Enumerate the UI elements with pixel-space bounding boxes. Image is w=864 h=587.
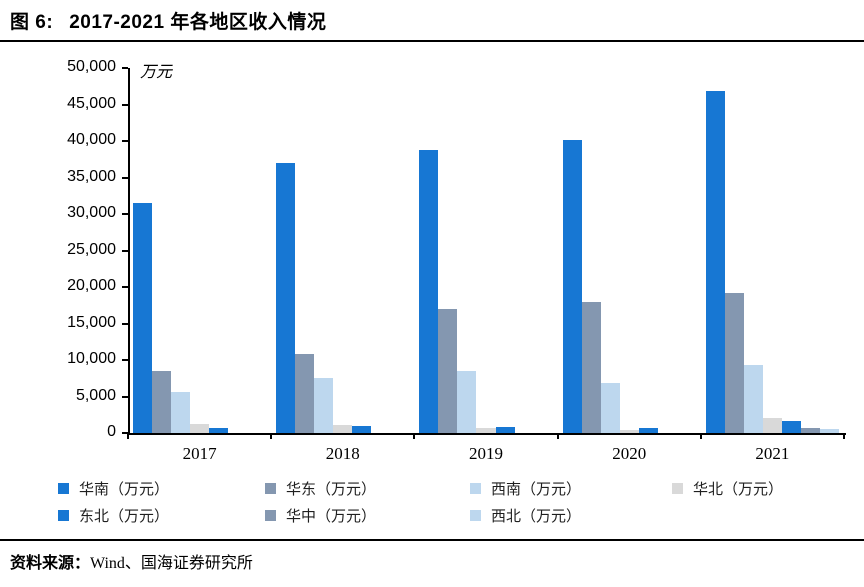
bar	[190, 423, 210, 433]
y-axis-tick-label: 45,000	[67, 94, 116, 112]
legend-item: 华南（万元）	[58, 479, 170, 498]
source-label: 资料来源：	[10, 555, 91, 572]
y-axis-tick-label: 0	[107, 423, 116, 440]
bar	[133, 203, 153, 433]
bar	[276, 162, 296, 433]
legend-swatch-icon	[58, 482, 69, 494]
legend-label: 西南（万元）	[491, 480, 582, 498]
figure-number: 图 6:	[10, 12, 54, 33]
bar	[438, 308, 458, 433]
source-text: Wind、国海证券研究所	[90, 555, 253, 572]
bar	[171, 392, 191, 433]
bar	[781, 420, 801, 433]
legend-swatch-icon	[672, 482, 683, 494]
footer-divider	[0, 539, 864, 541]
y-axis-tick	[122, 322, 128, 325]
y-axis-tick	[122, 395, 128, 398]
legend-item: 华北（万元）	[672, 479, 784, 498]
y-axis-tick-label: 10,000	[67, 350, 116, 367]
legend-label: 东北（万元）	[79, 507, 170, 525]
title-divider	[0, 40, 864, 42]
y-axis-tick-label: 50,000	[67, 58, 116, 75]
figure-title: 图 6: 2017-2021 年各地区收入情况	[10, 7, 326, 34]
source-line: 资料来源：Wind、国海证券研究所	[10, 549, 253, 573]
x-axis-tick	[127, 433, 129, 439]
bar	[476, 428, 496, 433]
y-axis-tick-label: 35,000	[67, 167, 116, 185]
legend-swatch-icon	[265, 509, 276, 521]
plot-area	[128, 68, 846, 435]
bar	[743, 365, 763, 433]
bar	[581, 302, 601, 433]
legend-swatch-icon	[265, 482, 276, 494]
y-axis-tick	[122, 176, 128, 179]
bar	[457, 370, 477, 433]
x-axis-tick	[699, 433, 702, 439]
legend-swatch-icon	[58, 509, 69, 521]
bar	[705, 91, 725, 433]
x-axis-label: 2020	[612, 444, 647, 463]
x-axis-label: 2017	[182, 444, 217, 463]
bar	[152, 370, 172, 433]
x-axis-tick	[270, 433, 273, 439]
bar	[295, 354, 315, 433]
y-axis-tick	[122, 103, 128, 106]
bar	[819, 428, 839, 433]
bar	[600, 382, 620, 433]
bar	[209, 428, 229, 433]
x-axis-label: 2019	[468, 444, 503, 463]
legend-label: 西北（万元）	[491, 507, 582, 525]
legend-swatch-icon	[470, 482, 481, 494]
bar	[495, 426, 515, 433]
y-axis-tick	[122, 286, 128, 288]
bar	[562, 139, 582, 433]
legend-item: 东北（万元）	[58, 506, 170, 525]
y-axis-tick	[122, 249, 128, 252]
legend-label: 华南（万元）	[79, 480, 170, 498]
legend-label: 华中（万元）	[286, 507, 377, 525]
bar	[762, 417, 782, 433]
legend-item: 华中（万元）	[265, 506, 377, 525]
y-axis-tick	[122, 432, 128, 434]
bar	[724, 292, 744, 433]
bar	[333, 424, 353, 433]
x-axis-tick	[413, 433, 416, 439]
legend-item: 西北（万元）	[470, 506, 582, 525]
legend-item: 西南（万元）	[470, 479, 582, 498]
bar	[352, 426, 372, 433]
y-axis-tick	[122, 140, 128, 142]
x-axis-tick	[843, 433, 845, 439]
legend-label: 华东（万元）	[286, 480, 377, 498]
legend-label: 华北（万元）	[693, 480, 784, 498]
y-axis-unit-label: 万元	[140, 62, 173, 81]
y-axis-tick	[122, 67, 128, 69]
x-axis-label: 2021	[755, 444, 790, 463]
y-axis-tick	[122, 359, 128, 361]
x-axis-label: 2018	[325, 444, 360, 463]
y-axis-tick	[122, 213, 128, 215]
bar	[638, 427, 658, 433]
x-axis-tick	[556, 433, 559, 439]
bar	[419, 149, 439, 433]
y-axis-tick-label: 30,000	[67, 204, 116, 221]
y-axis-tick-label: 15,000	[67, 313, 116, 331]
bar	[800, 427, 820, 433]
legend-item: 华东（万元）	[265, 479, 377, 498]
legend-swatch-icon	[470, 509, 481, 521]
y-axis-tick-label: 20,000	[67, 277, 116, 294]
y-axis-tick-label: 25,000	[67, 240, 116, 258]
figure-title-text: 2017-2021 年各地区收入情况	[69, 12, 327, 33]
bar	[619, 429, 639, 433]
y-axis-tick-label: 40,000	[67, 131, 116, 148]
bar	[314, 378, 334, 433]
y-axis-tick-label: 5,000	[75, 386, 116, 404]
